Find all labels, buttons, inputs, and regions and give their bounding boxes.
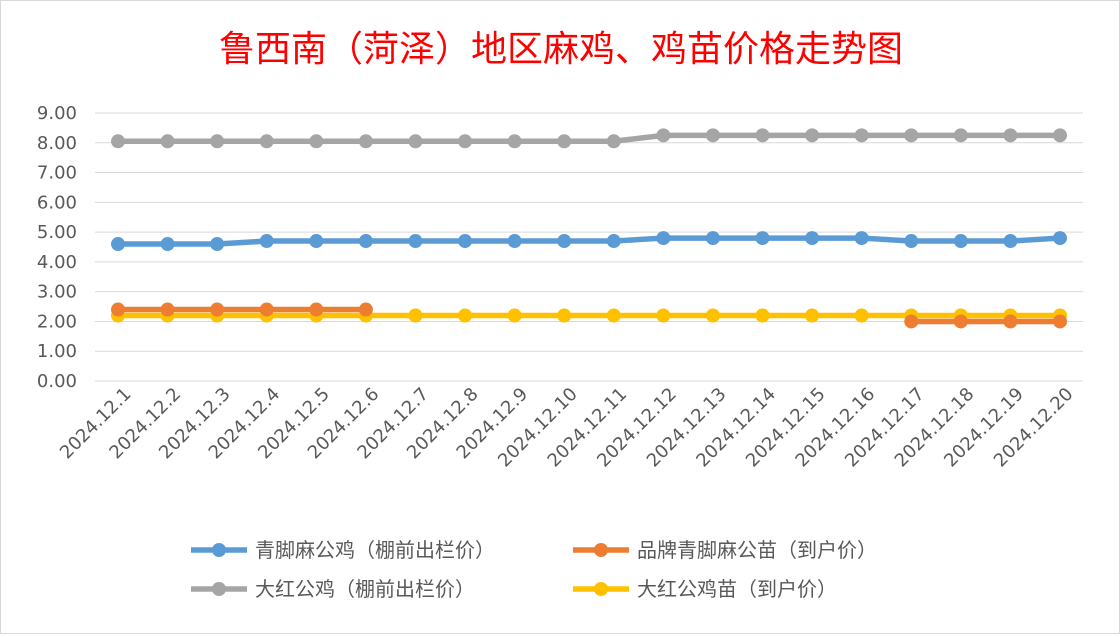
data-point xyxy=(111,237,125,252)
y-tick-label: 5.00 xyxy=(37,222,77,243)
data-point xyxy=(408,234,423,249)
legend-swatch-marker xyxy=(212,543,226,557)
series-line xyxy=(115,132,1063,145)
data-point xyxy=(458,234,473,249)
data-point xyxy=(458,134,473,149)
data-point xyxy=(309,302,324,317)
data-point xyxy=(507,234,522,249)
data-point xyxy=(755,308,770,323)
data-point xyxy=(656,128,671,143)
data-point xyxy=(309,234,324,249)
legend-item: 大红公鸡（棚前出栏价） xyxy=(191,577,475,601)
data-point xyxy=(705,231,720,246)
data-point xyxy=(755,128,770,143)
data-point xyxy=(111,134,125,149)
legend-swatch-marker xyxy=(594,582,608,596)
data-point xyxy=(854,128,869,143)
y-tick-label: 6.00 xyxy=(37,192,77,213)
data-point xyxy=(904,128,919,143)
data-point xyxy=(111,302,125,317)
y-tick-label: 8.00 xyxy=(37,133,77,154)
data-point xyxy=(557,308,572,323)
y-tick-label: 2.00 xyxy=(37,311,77,332)
legend-label: 大红公鸡（棚前出栏价） xyxy=(255,577,475,601)
data-point xyxy=(557,234,572,249)
data-point xyxy=(358,134,373,149)
series-2 xyxy=(111,302,1067,329)
legend-label: 青脚麻公鸡（棚前出栏价） xyxy=(255,538,495,562)
legend-item: 大红公鸡苗（到户价） xyxy=(573,577,837,601)
data-point xyxy=(904,234,919,249)
data-point xyxy=(160,134,175,149)
data-point xyxy=(309,134,324,149)
legend: 青脚麻公鸡（棚前出栏价） 品牌青脚麻公苗（到户价） 大红公鸡（棚前出栏价） 大红公鸡苗… xyxy=(191,538,877,601)
data-point xyxy=(805,128,820,143)
data-point xyxy=(1053,231,1067,246)
legend-item: 青脚麻公鸡（棚前出栏价） xyxy=(191,538,495,562)
data-point xyxy=(606,308,621,323)
data-point xyxy=(210,237,225,252)
data-point xyxy=(408,308,423,323)
data-point xyxy=(705,308,720,323)
y-tick-label: 1.00 xyxy=(37,341,77,362)
data-point xyxy=(1003,234,1018,249)
y-tick-label: 9.00 xyxy=(37,103,77,124)
series-layer xyxy=(111,128,1067,329)
series-3 xyxy=(111,128,1067,149)
data-point xyxy=(1053,128,1067,143)
legend-label: 大红公鸡苗（到户价） xyxy=(637,577,837,601)
data-point xyxy=(557,134,572,149)
legend-item: 品牌青脚麻公苗（到户价） xyxy=(573,538,877,562)
chart-title: 鲁西南（菏泽）地区麻鸡、鸡苗价格走势图 xyxy=(219,29,903,70)
data-point xyxy=(805,308,820,323)
data-point xyxy=(408,134,423,149)
data-point xyxy=(755,231,770,246)
data-point xyxy=(1003,128,1018,143)
data-point xyxy=(854,308,869,323)
x-axis-ticks: 2024.12.12024.12.22024.12.32024.12.42024… xyxy=(56,384,1078,472)
data-point xyxy=(210,134,225,149)
data-point xyxy=(507,134,522,149)
y-axis-ticks: 0.00 1.00 2.00 3.00 4.00 5.00 6.00 7.00 8.00 9.00 xyxy=(37,103,77,392)
data-point xyxy=(160,237,175,252)
data-point xyxy=(904,314,919,329)
data-point xyxy=(1003,314,1018,329)
data-point xyxy=(854,231,869,246)
data-point xyxy=(259,134,274,149)
data-point xyxy=(259,234,274,249)
y-tick-label: 3.00 xyxy=(37,282,77,303)
data-point xyxy=(1053,314,1067,329)
data-point xyxy=(606,134,621,149)
data-point xyxy=(160,302,175,317)
data-point xyxy=(259,302,274,317)
legend-swatch-marker xyxy=(212,582,226,596)
gridlines xyxy=(95,112,1083,382)
data-point xyxy=(358,234,373,249)
data-point xyxy=(458,308,473,323)
series-1 xyxy=(111,231,1067,252)
data-point xyxy=(805,231,820,246)
y-tick-label: 7.00 xyxy=(37,163,77,184)
legend-label: 品牌青脚麻公苗（到户价） xyxy=(637,538,877,562)
series-line xyxy=(115,235,1063,247)
data-point xyxy=(953,314,968,329)
data-point xyxy=(656,308,671,323)
legend-swatch-marker xyxy=(594,543,608,557)
y-tick-label: 0.00 xyxy=(37,371,77,392)
data-point xyxy=(953,234,968,249)
data-point xyxy=(210,302,225,317)
data-point xyxy=(953,128,968,143)
data-point xyxy=(705,128,720,143)
y-tick-label: 4.00 xyxy=(37,252,77,273)
data-point xyxy=(656,231,671,246)
data-point xyxy=(606,234,621,249)
data-point xyxy=(358,302,373,317)
data-point xyxy=(507,308,522,323)
